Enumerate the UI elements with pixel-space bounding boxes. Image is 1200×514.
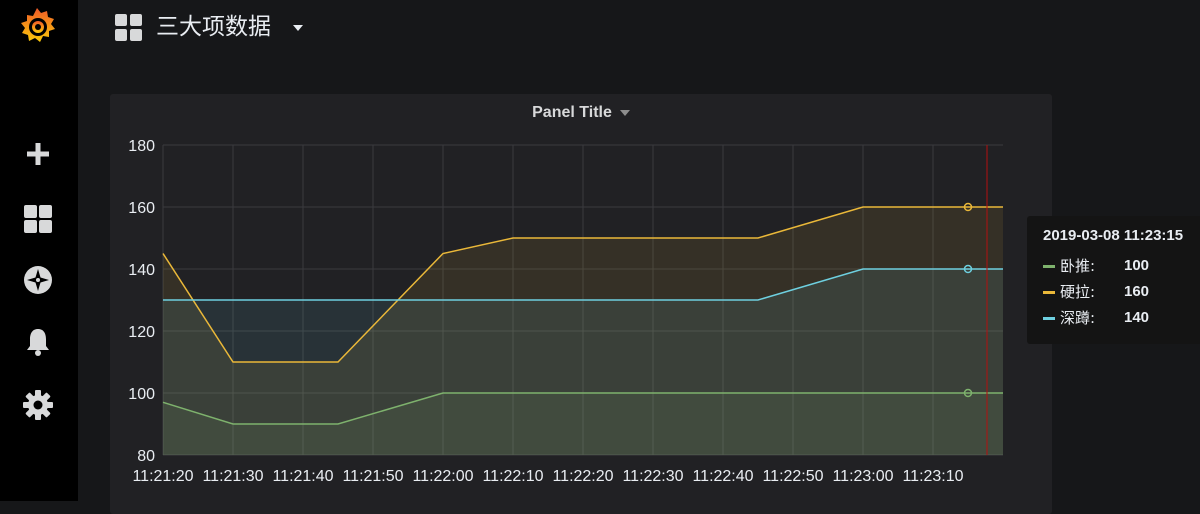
grafana-logo-icon[interactable] bbox=[15, 4, 59, 48]
y-tick-label: 120 bbox=[128, 324, 155, 341]
hover-tooltip: 2019-03-08 11:23:15 卧推: 100 硬拉: 160 深蹲: … bbox=[1027, 216, 1200, 344]
hover-point bbox=[963, 388, 973, 398]
y-tick-label: 180 bbox=[128, 138, 155, 155]
x-tick-label: 11:22:10 bbox=[482, 468, 543, 485]
x-tick-label: 11:22:20 bbox=[552, 468, 613, 485]
series-area bbox=[163, 393, 1003, 455]
x-tick-label: 11:23:10 bbox=[902, 468, 963, 485]
chevron-down-icon[interactable] bbox=[619, 109, 630, 116]
series-color-swatch bbox=[1043, 317, 1055, 320]
y-tick-label: 160 bbox=[128, 200, 155, 217]
series-color-swatch bbox=[1043, 265, 1055, 268]
compass-icon[interactable] bbox=[22, 264, 54, 296]
y-tick-label: 80 bbox=[137, 448, 155, 465]
x-tick-label: 11:22:00 bbox=[412, 468, 473, 485]
tooltip-series-value: 100 bbox=[1124, 257, 1150, 274]
dashboard-header: 三大项数据 bbox=[78, 0, 1200, 60]
tooltip-timestamp: 2019-03-08 11:23:15 bbox=[1043, 227, 1184, 244]
series-color-swatch bbox=[1043, 291, 1055, 294]
series-line bbox=[162, 206, 1003, 363]
gear-icon[interactable] bbox=[22, 389, 54, 421]
panel-title[interactable]: Panel Title bbox=[110, 102, 1052, 124]
x-tick-label: 11:21:20 bbox=[132, 468, 193, 485]
x-tick-label: 11:23:00 bbox=[832, 468, 893, 485]
x-tick-label: 11:21:30 bbox=[202, 468, 263, 485]
bell-icon[interactable] bbox=[22, 326, 54, 358]
x-tick-label: 11:22:40 bbox=[692, 468, 753, 485]
tooltip-row: 卧推: 100 bbox=[1043, 256, 1200, 276]
series-line bbox=[162, 392, 1003, 425]
tooltip-series-name: 深蹲: bbox=[1060, 309, 1096, 327]
x-tick-label: 11:22:30 bbox=[622, 468, 683, 485]
panel-title-label: Panel Title bbox=[532, 104, 612, 121]
chevron-down-icon[interactable] bbox=[293, 25, 303, 31]
graph-panel: Panel Title 180 160 140 120 100 80 11:21:20 11:… bbox=[110, 94, 1052, 514]
dashboards-icon[interactable] bbox=[22, 203, 54, 235]
x-tick-label: 11:21:50 bbox=[342, 468, 403, 485]
tooltip-series-value: 160 bbox=[1124, 283, 1150, 300]
hover-point bbox=[963, 264, 973, 274]
time-series-chart[interactable]: 180 160 140 120 100 80 11:21:20 11:21:30 11:21:4… bbox=[110, 94, 1052, 501]
tooltip-row: 深蹲: 140 bbox=[1043, 308, 1200, 328]
tooltip-series-value: 140 bbox=[1124, 309, 1150, 326]
hover-point bbox=[963, 202, 973, 212]
series-line bbox=[163, 268, 1003, 301]
sidebar bbox=[0, 0, 78, 501]
plus-icon[interactable] bbox=[22, 138, 54, 170]
dashboard-title[interactable]: 三大项数据 bbox=[156, 14, 271, 40]
tooltip-series-name: 硬拉: bbox=[1060, 283, 1096, 301]
x-tick-label: 11:21:40 bbox=[272, 468, 333, 485]
y-tick-label: 100 bbox=[128, 386, 155, 403]
tooltip-row: 硬拉: 160 bbox=[1043, 282, 1200, 302]
y-tick-label: 140 bbox=[128, 262, 155, 279]
x-tick-label: 11:22:50 bbox=[762, 468, 823, 485]
dashboard-grid-icon bbox=[115, 14, 142, 41]
series-area bbox=[163, 269, 1003, 455]
tooltip-series-name: 卧推: bbox=[1060, 257, 1096, 275]
